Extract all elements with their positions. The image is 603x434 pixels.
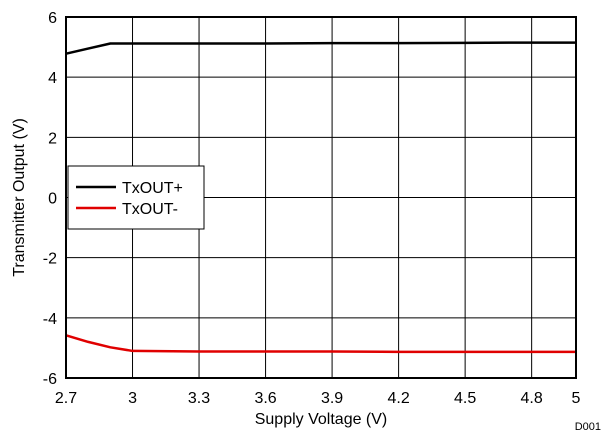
y-tick-label: -2 [43,251,57,268]
x-tick-label: 3 [128,390,137,407]
y-tick-label: -4 [43,311,57,328]
x-tick-label: 4.2 [387,390,409,407]
x-tick-label: 2.7 [55,390,77,407]
x-tick-label: 4.8 [521,390,543,407]
y-tick-label: 2 [48,130,57,147]
figure-id: D001 [575,421,601,433]
x-tick-label: 5 [572,390,581,407]
y-axis-title: Transmitter Output (V) [11,118,28,277]
tick-labels: 2.7 3 3.3 3.6 3.9 4.2 4.5 4.8 5 -6 -4 -2 0 2 4 6 [43,10,581,407]
series-line-txout-minus [65,334,576,354]
legend: TxOUT+ TxOUT- [67,165,205,230]
legend-label-txout-plus: TxOUT+ [122,180,183,197]
x-tick-label: 3.3 [188,390,210,407]
x-tick-label: 3.6 [254,390,276,407]
legend-label-txout-minus: TxOUT- [122,201,178,218]
series-line-txout-plus [65,41,576,55]
x-tick-label: 3.9 [321,390,343,407]
x-tick-label: 4.5 [454,390,476,407]
y-tick-label: 0 [48,191,57,208]
y-tick-label: 6 [48,10,57,27]
y-tick-label: 4 [48,70,57,87]
x-axis-title: Supply Voltage (V) [255,411,388,428]
plot-frame [65,16,577,379]
legend-box [67,165,205,230]
series-lines [65,41,576,354]
y-tick-label: -6 [43,371,57,388]
grid [65,16,577,379]
